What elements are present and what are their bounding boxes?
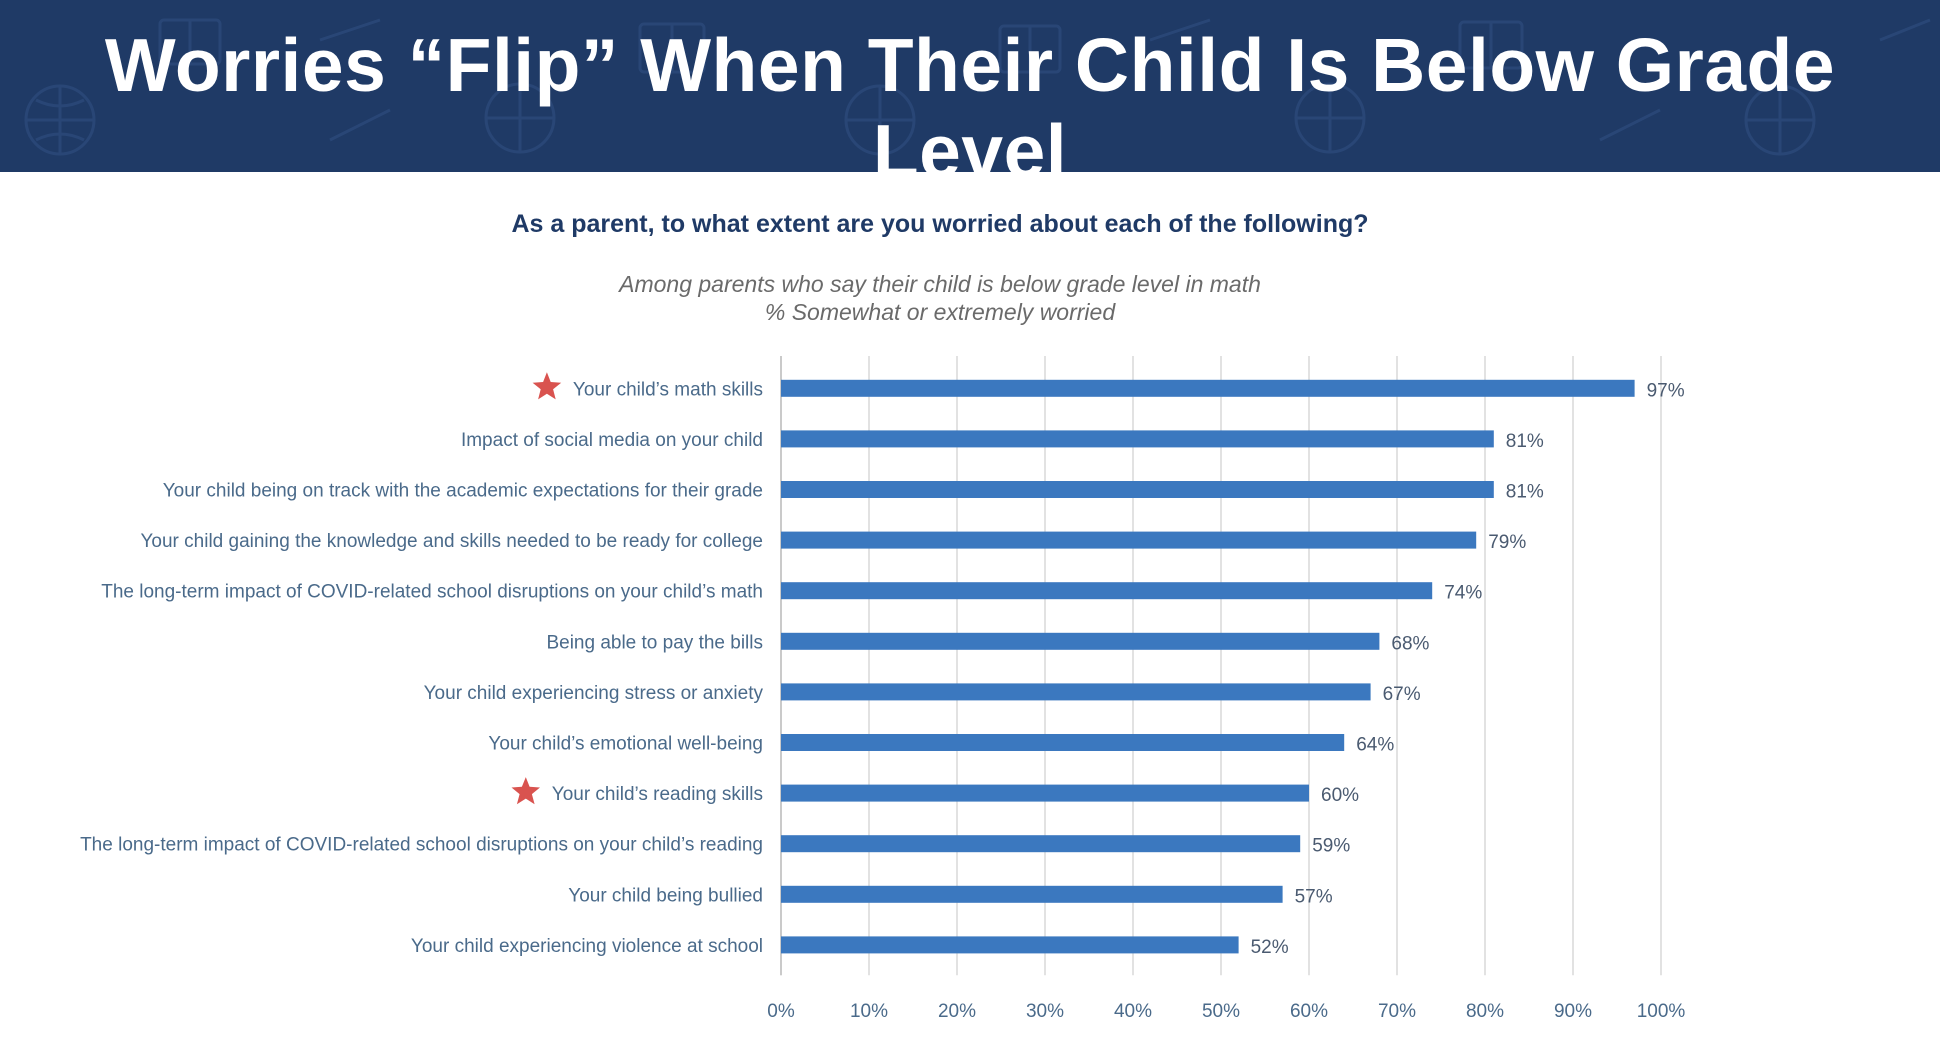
- category-labels: Your child’s math skills Impact of social…: [80, 372, 763, 957]
- bar: [781, 885, 1283, 903]
- value-label: 67%: [1383, 684, 1421, 705]
- star-icon: [532, 372, 562, 400]
- x-tick-label: 100%: [1637, 1001, 1686, 1022]
- value-label: 68%: [1391, 633, 1429, 654]
- header-banner: Worries “Flip” When Their Child Is Below…: [0, 0, 1940, 172]
- category-label: Your child experiencing violence at scho…: [411, 936, 763, 957]
- bar: [781, 379, 1635, 397]
- bar: [781, 632, 1380, 650]
- bar-chart: Your child’s math skills Impact of social…: [80, 356, 1685, 1022]
- gridlines: [780, 356, 1662, 976]
- bar: [781, 784, 1309, 802]
- category-label: Your child being bullied: [568, 885, 763, 906]
- bar: [781, 481, 1494, 498]
- bar: [781, 835, 1301, 853]
- category-label: The long-term impact of COVID-related sc…: [101, 582, 763, 603]
- x-tick-label: 30%: [1026, 1001, 1064, 1022]
- value-label: 59%: [1312, 836, 1350, 857]
- banner-doodle-pattern: [24, 18, 1931, 156]
- x-tick-label: 60%: [1290, 1001, 1328, 1022]
- subtitle-line-1: Among parents who say their child is bel…: [619, 271, 1261, 297]
- value-label: 97%: [1647, 380, 1685, 401]
- category-label: Impact of social media on your child: [461, 430, 763, 451]
- x-tick-label: 70%: [1378, 1001, 1416, 1022]
- page-title: Worries “Flip” When Their Child Is Below…: [104, 23, 1836, 172]
- value-label: 79%: [1488, 532, 1526, 553]
- category-label: Your child gaining the knowledge and ski…: [140, 531, 763, 552]
- value-label: 74%: [1444, 583, 1482, 604]
- category-label: Your child’s reading skills: [552, 784, 763, 805]
- bar: [781, 734, 1345, 751]
- bars: [781, 379, 1635, 954]
- value-label: 64%: [1356, 735, 1394, 756]
- category-label: The long-term impact of COVID-related sc…: [80, 835, 763, 856]
- bar: [781, 936, 1239, 954]
- x-tick-label: 0%: [767, 1001, 795, 1022]
- value-labels: 97% 81% 81% 79% 74% 68% 67% 64% 60% 59% 57% 52%: [1251, 380, 1685, 958]
- value-label: 81%: [1506, 482, 1544, 503]
- x-tick-label: 90%: [1554, 1001, 1592, 1022]
- subtitle-line-2: % Somewhat or extremely worried: [764, 299, 1116, 325]
- category-label: Your child experiencing stress or anxiet…: [424, 683, 764, 704]
- category-label: Your child being on track with the acade…: [163, 481, 763, 502]
- value-label: 60%: [1321, 785, 1359, 806]
- value-label: 52%: [1251, 937, 1289, 958]
- category-label: Being able to pay the bills: [546, 632, 763, 653]
- x-tick-label: 20%: [938, 1001, 976, 1022]
- x-tick-label: 40%: [1114, 1001, 1152, 1022]
- value-label: 81%: [1506, 431, 1544, 452]
- category-label: Your child’s math skills: [573, 379, 763, 400]
- bar: [781, 683, 1371, 701]
- chart-title: As a parent, to what extent are you worr…: [511, 210, 1369, 238]
- bar: [781, 430, 1494, 448]
- bar: [781, 531, 1477, 549]
- category-label: Your child’s emotional well-being: [488, 734, 763, 755]
- bar: [781, 582, 1433, 600]
- x-tick-label: 80%: [1466, 1001, 1504, 1022]
- chart-subtitle: Among parents who say their child is bel…: [0, 270, 1880, 326]
- x-tick-label: 10%: [850, 1001, 888, 1022]
- x-axis-ticks: 0% 10% 20% 30% 40% 50% 60% 70% 80% 90% 100%: [767, 1001, 1685, 1022]
- star-icon: [511, 777, 540, 805]
- x-tick-label: 50%: [1202, 1001, 1240, 1022]
- value-label: 57%: [1295, 886, 1333, 907]
